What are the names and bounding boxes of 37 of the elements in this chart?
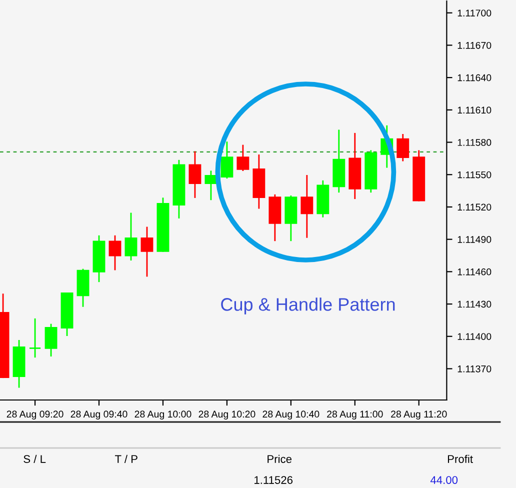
y-tick-label: 1.11700 bbox=[458, 10, 492, 16]
y-tick-label: 1.11460 bbox=[458, 268, 492, 276]
x-tick-label: 28 Aug 10:40 bbox=[262, 410, 320, 420]
y-tick-label: 1.11580 bbox=[458, 139, 492, 146]
candlestick bbox=[300, 175, 314, 238]
y-tick-label: 1.11370 bbox=[458, 365, 492, 372]
y-tick-label: 1.11520 bbox=[458, 204, 492, 211]
y-tick-label: 1.11640 bbox=[458, 74, 492, 82]
candlestick bbox=[236, 144, 250, 171]
y-tick-label: 1.11550 bbox=[458, 171, 492, 178]
text: S / L bbox=[24, 454, 46, 463]
candlestick bbox=[204, 170, 218, 200]
text: 44.00 bbox=[430, 476, 458, 484]
x-tick-label: 28 Aug 09:20 bbox=[6, 410, 64, 420]
candlestick bbox=[188, 151, 202, 198]
x-tick-label: 28 Aug 10:20 bbox=[198, 410, 256, 420]
x-tick-label: 28 Aug 09:40 bbox=[70, 410, 128, 420]
candlestick bbox=[124, 212, 138, 261]
y-tick-label: 1.11400 bbox=[458, 333, 492, 340]
candlestick bbox=[140, 226, 154, 277]
x-tick-label: 28 Aug 11:00 bbox=[327, 410, 383, 420]
y-tick-label: 1.11670 bbox=[458, 42, 492, 49]
x-tick-label: 28 Aug 10:00 bbox=[134, 410, 192, 420]
candlestick bbox=[220, 142, 234, 179]
y-tick-label: 1.11430 bbox=[458, 300, 492, 308]
text: Price bbox=[268, 454, 292, 463]
x-tick-label: 28 Aug 11:20 bbox=[391, 410, 447, 420]
candlestick bbox=[44, 324, 58, 356]
candlestick bbox=[108, 235, 122, 270]
text: T / P bbox=[114, 454, 138, 463]
y-tick-label: 1.11490 bbox=[458, 236, 492, 243]
text: Profit bbox=[448, 454, 473, 463]
y-tick-label: 1.11610 bbox=[458, 106, 492, 114]
text: 1.11526 bbox=[254, 476, 293, 484]
candlestick bbox=[396, 134, 410, 162]
candlestick bbox=[28, 318, 42, 358]
annotation: Cup & Handle Pattern bbox=[221, 298, 395, 314]
